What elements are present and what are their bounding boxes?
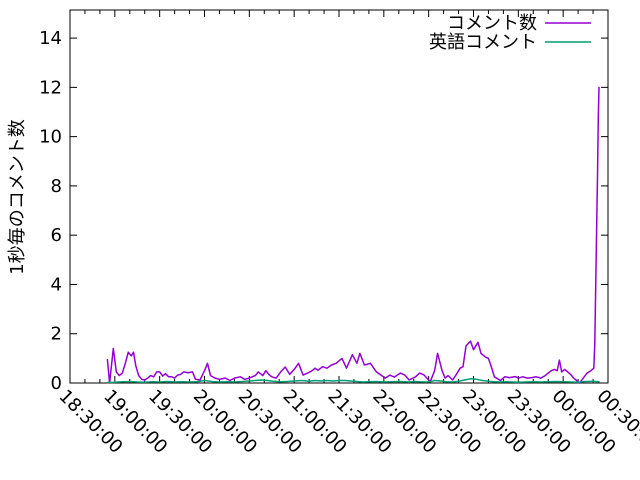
y-tick-label: 4 (51, 274, 62, 295)
y-tick-label: 0 (51, 373, 62, 394)
legend-label-0: コメント数 (447, 13, 537, 34)
series-line-1 (106, 378, 600, 384)
y-tick-label: 6 (51, 225, 62, 246)
y-tick-label: 2 (51, 324, 62, 345)
legend-label-1: 英語コメント (429, 32, 537, 53)
plot-border (69, 9, 609, 384)
y-tick-label: 8 (51, 176, 62, 197)
y-tick-label: 12 (39, 77, 62, 98)
series-line-0 (106, 86, 600, 384)
y-tick-label: 14 (39, 28, 62, 49)
y-tick-label: 10 (39, 127, 62, 148)
y-axis-title: 1秒毎のコメント数 (7, 119, 28, 275)
